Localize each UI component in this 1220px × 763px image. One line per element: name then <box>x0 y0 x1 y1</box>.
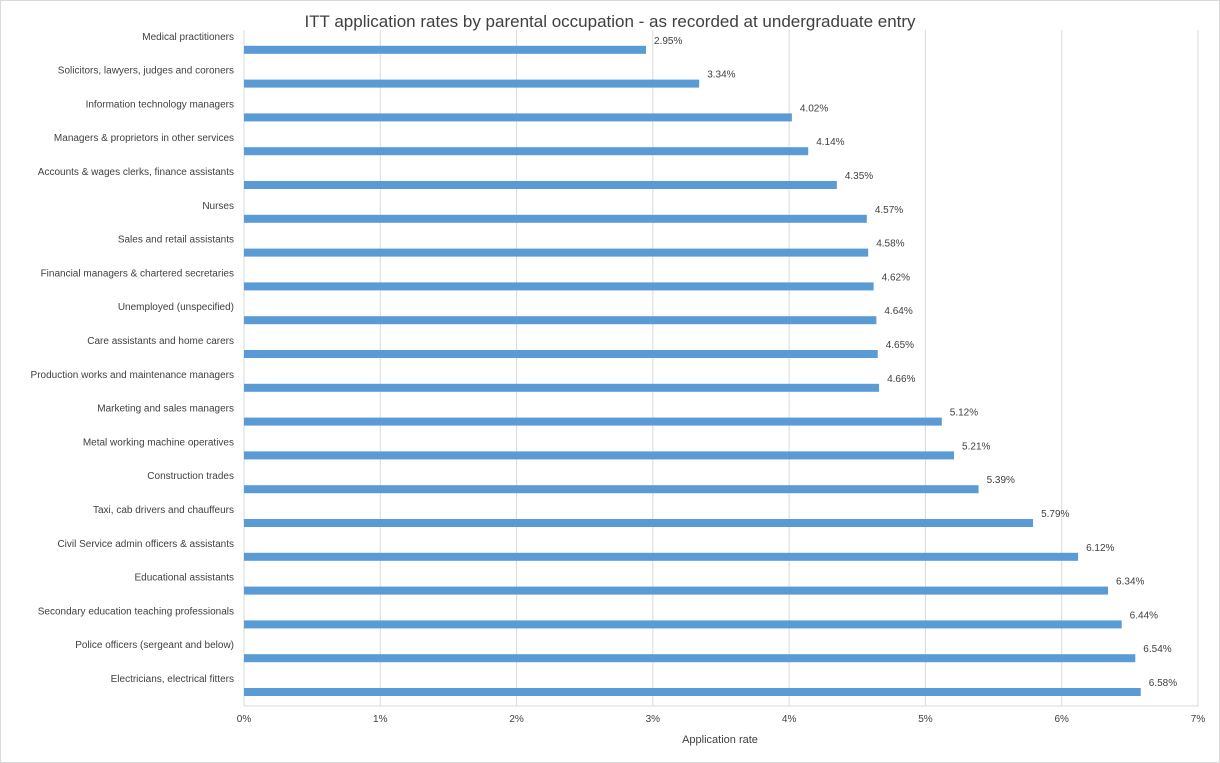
data-label: 4.02% <box>800 103 828 114</box>
bar <box>244 383 880 392</box>
bar <box>244 451 955 460</box>
data-label: 6.12% <box>1086 543 1114 554</box>
data-label: 4.65% <box>886 340 914 351</box>
category-label: Care assistants and home carers <box>87 336 234 347</box>
data-label: 5.12% <box>950 408 978 419</box>
category-label: Medical practitioners <box>142 32 234 43</box>
bar <box>244 181 837 189</box>
bar <box>244 485 979 494</box>
category-label: Information technology managers <box>86 99 234 110</box>
bar <box>244 248 869 257</box>
x-tick-label: 5% <box>918 714 933 725</box>
category-labels: Medical practitioners Solicitors, lawyers… <box>31 32 234 685</box>
category-label: Construction trades <box>147 471 234 482</box>
data-label: 4.62% <box>882 272 910 283</box>
data-label: 4.57% <box>875 205 903 216</box>
x-tick-label: 0% <box>237 714 252 725</box>
data-label: 5.79% <box>1041 509 1069 520</box>
bar <box>244 282 874 291</box>
bar <box>244 316 877 325</box>
x-tick-label: 7% <box>1191 714 1206 725</box>
bar <box>244 519 1034 527</box>
data-label: 3.34% <box>707 70 735 81</box>
category-label: Electricians, electrical fitters <box>111 674 234 685</box>
data-label: 6.44% <box>1130 610 1158 621</box>
x-tick-label: 1% <box>373 714 388 725</box>
category-label: Taxi, cab drivers and chauffeurs <box>93 505 234 516</box>
gridlines <box>243 30 1199 707</box>
category-label: Police officers (sergeant and below) <box>75 640 234 651</box>
category-label: Secondary education teaching professiona… <box>38 606 234 617</box>
x-tick-label: 6% <box>1054 714 1069 725</box>
bar <box>244 147 809 156</box>
chart-title: ITT application rates by parental occupa… <box>304 12 916 31</box>
data-label: 4.58% <box>876 239 904 250</box>
data-labels: 2.95% 3.34% 4.02% 4.14% 4.35% 4.57% 4.58% 4.62%… <box>654 36 1177 689</box>
data-label: 5.39% <box>987 475 1015 486</box>
category-label: Metal working machine operatives <box>83 437 234 448</box>
category-label: Educational assistants <box>134 573 234 584</box>
category-label: Managers & proprietors in other services <box>54 133 234 144</box>
bar <box>244 688 1141 696</box>
bar <box>244 654 1136 663</box>
x-tick-label: 4% <box>782 714 797 725</box>
category-label: Accounts & wages clerks, finance assista… <box>38 167 234 178</box>
data-label: 6.54% <box>1143 644 1171 655</box>
bar <box>244 350 878 358</box>
x-tick-labels: 0% 1% 2% 3% 4% 5% 6% 7% <box>237 714 1206 725</box>
data-label: 2.95% <box>654 36 682 47</box>
data-label: 5.21% <box>962 441 990 452</box>
bar <box>244 586 1109 595</box>
bar <box>244 214 867 223</box>
category-label: Nurses <box>202 201 234 212</box>
x-axis-label: Application rate <box>682 734 758 746</box>
data-label: 4.64% <box>884 306 912 317</box>
category-label: Unemployed (unspecified) <box>118 302 234 313</box>
data-label: 6.58% <box>1149 678 1177 689</box>
category-label: Sales and retail assistants <box>118 235 234 246</box>
category-label: Solicitors, lawyers, judges and coroners <box>58 66 234 77</box>
bars <box>244 45 1141 696</box>
category-label: Civil Service admin officers & assistant… <box>57 539 234 550</box>
bar <box>244 417 942 426</box>
x-tick-label: 3% <box>646 714 661 725</box>
bar <box>244 552 1079 561</box>
category-label: Marketing and sales managers <box>97 404 234 415</box>
x-tick-label: 2% <box>509 714 524 725</box>
category-label: Production works and maintenance manager… <box>31 370 234 381</box>
category-label: Financial managers & chartered secretari… <box>41 268 234 279</box>
data-label: 6.34% <box>1116 577 1144 588</box>
data-label: 4.66% <box>887 374 915 385</box>
bar <box>244 45 647 54</box>
data-label: 4.14% <box>816 137 844 148</box>
bar <box>244 113 792 122</box>
data-label: 4.35% <box>845 171 873 182</box>
bar <box>244 79 700 88</box>
bar <box>244 620 1122 629</box>
